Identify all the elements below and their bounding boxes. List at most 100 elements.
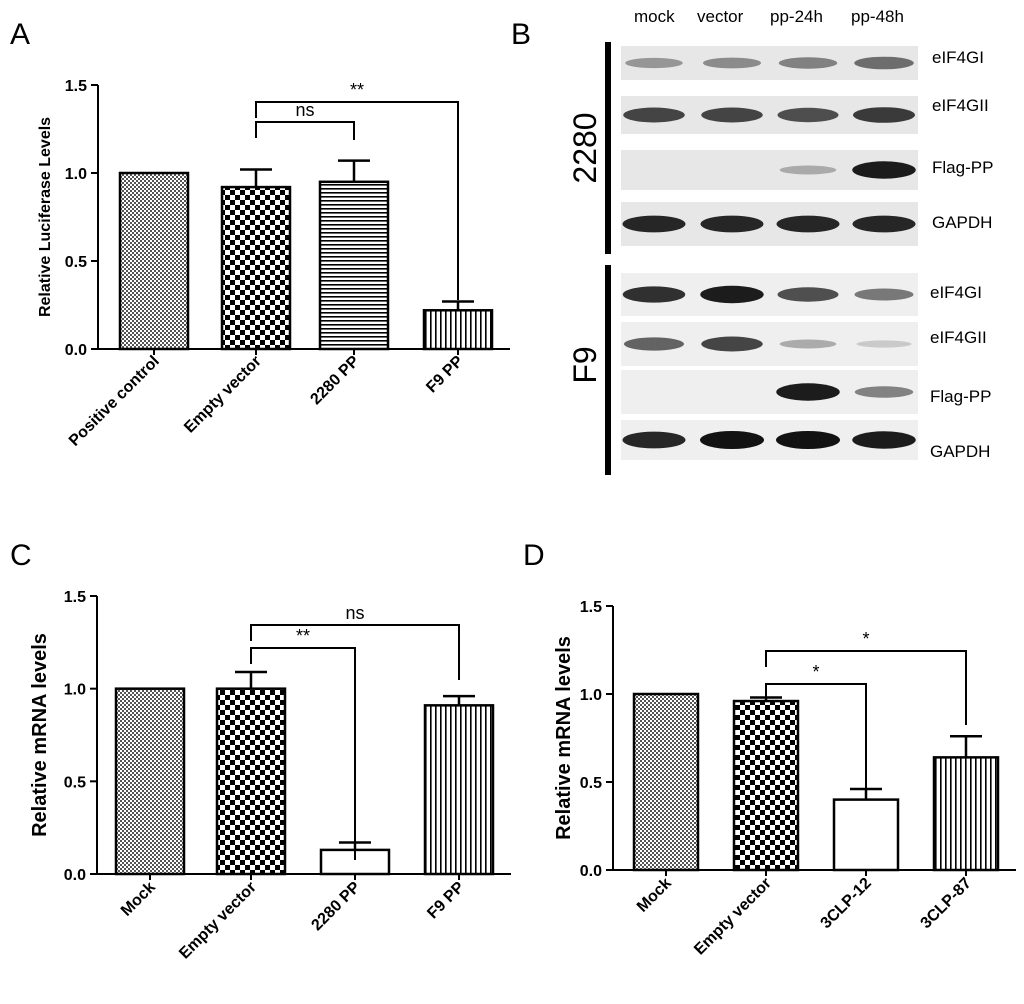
y-axis-label: Relative mRNA levels xyxy=(553,636,575,840)
y-tick-label: 1.5 xyxy=(65,78,87,95)
significance-label: * xyxy=(862,629,869,649)
cell-line-label: 2280 xyxy=(567,112,603,183)
chart-panel-c: 0.0 0.5 1.0 1.5 Relative mRNA levels Mock Empt… xyxy=(29,589,511,963)
bar xyxy=(422,309,494,351)
x-tick-label: F9 PP xyxy=(424,879,468,923)
panel-label-a: A xyxy=(10,18,30,51)
blot-band xyxy=(856,340,912,348)
blot-band xyxy=(776,215,840,233)
bar xyxy=(318,180,390,351)
panel-label-b: B xyxy=(511,18,531,51)
blot-band xyxy=(776,431,840,449)
y-tick-label: 1.5 xyxy=(64,589,86,606)
blot-band xyxy=(622,215,686,233)
x-tick-label: Mock xyxy=(118,879,159,920)
significance-bracket xyxy=(765,683,867,790)
blot-row-label: GAPDH xyxy=(932,213,992,232)
blot-row-label: eIF4GII xyxy=(932,96,989,115)
blot-band xyxy=(854,386,914,398)
bar xyxy=(220,185,292,351)
significance-label: * xyxy=(812,662,819,682)
bar xyxy=(932,756,1000,872)
blot-band xyxy=(623,107,685,123)
y-tick-label: 0.0 xyxy=(65,342,87,359)
significance-bracket xyxy=(255,101,459,300)
blot-row-label: eIF4GI xyxy=(932,48,984,67)
panel-label-d: D xyxy=(523,539,545,572)
blot-row-label: Flag-PP xyxy=(932,158,993,177)
y-tick-label: 1.0 xyxy=(65,166,87,183)
blot-band xyxy=(622,286,686,303)
x-tick-label: F9 PP xyxy=(423,353,467,397)
significance-label: ns xyxy=(345,603,364,623)
x-tick-label: Empty vector xyxy=(691,875,775,959)
x-tick-label: 2280 PP xyxy=(307,353,363,409)
blot-column-label: mock xyxy=(634,7,675,26)
x-tick-label: 3CLP-87 xyxy=(918,875,975,932)
x-tick-label: Positive control xyxy=(66,353,163,450)
blot-band xyxy=(852,215,916,233)
significance-label: ** xyxy=(296,626,310,646)
bar xyxy=(832,798,900,872)
blot-band xyxy=(779,339,837,349)
significance-bracket xyxy=(765,650,967,725)
bar xyxy=(423,704,495,876)
bar xyxy=(114,687,186,876)
blot-band xyxy=(777,107,839,123)
blot-band xyxy=(700,285,764,304)
blot-column-label: vector xyxy=(697,7,744,26)
blot-band xyxy=(700,431,764,449)
blot-row-label: eIF4GI xyxy=(930,283,982,302)
x-tick-label: Empty vector xyxy=(176,879,260,963)
significance-bracket xyxy=(250,624,460,680)
bar xyxy=(118,171,190,351)
y-tick-label: 0.0 xyxy=(64,867,86,884)
blot-band xyxy=(700,215,764,233)
significance-label: ns xyxy=(295,100,314,120)
bar xyxy=(215,687,287,876)
y-tick-label: 0.0 xyxy=(580,863,602,880)
x-tick-label: 3CLP-12 xyxy=(818,875,875,932)
blot-band xyxy=(701,107,763,123)
chart-panel-d: 0.0 0.5 1.0 1.5 Relative mRNA levels Mock Empt… xyxy=(553,599,1016,959)
panel-label-c: C xyxy=(10,539,32,572)
blot-row-label: eIF4GII xyxy=(930,328,987,347)
bar xyxy=(732,699,800,872)
blot-band xyxy=(777,287,839,302)
y-tick-label: 0.5 xyxy=(580,775,602,792)
blot-band xyxy=(854,56,914,70)
blot-band xyxy=(778,57,838,69)
blot-band xyxy=(622,431,686,449)
chart-panel-a: 0.0 0.5 1.0 1.5 Relative Luciferase Levels Po… xyxy=(37,78,510,450)
blot-column-label: pp-48h xyxy=(851,7,904,26)
y-tick-label: 1.5 xyxy=(580,599,602,616)
blot-column-label: pp-24h xyxy=(770,7,823,26)
y-tick-label: 0.5 xyxy=(65,254,87,271)
y-tick-label: 1.0 xyxy=(64,682,86,699)
significance-bracket xyxy=(250,647,356,860)
x-tick-label: 2280 PP xyxy=(308,879,364,935)
x-tick-label: Empty vector xyxy=(181,353,265,437)
blot-strips xyxy=(621,46,918,460)
y-tick-label: 1.0 xyxy=(580,687,602,704)
blot-band xyxy=(779,165,837,175)
significance-label: ** xyxy=(350,80,364,100)
blot-band xyxy=(624,337,684,351)
blot-band xyxy=(625,57,683,69)
cell-line-bar xyxy=(605,265,611,475)
bar xyxy=(632,692,700,872)
y-tick-label: 0.5 xyxy=(64,774,86,791)
cell-line-label: F9 xyxy=(567,346,603,383)
blot-band xyxy=(852,161,916,179)
western-blot-panel: mock vector pp-24h pp-48h 2280 F9 eIF4GI… xyxy=(567,7,993,475)
blot-band xyxy=(776,383,840,401)
significance-bracket xyxy=(255,121,355,140)
blot-row-label: GAPDH xyxy=(930,442,990,461)
blot-band xyxy=(703,57,761,69)
blot-band xyxy=(854,288,914,301)
cell-line-bar xyxy=(605,42,611,254)
blot-row-label: Flag-PP xyxy=(930,387,991,406)
blot-band xyxy=(853,107,915,123)
blot-band xyxy=(701,336,763,352)
